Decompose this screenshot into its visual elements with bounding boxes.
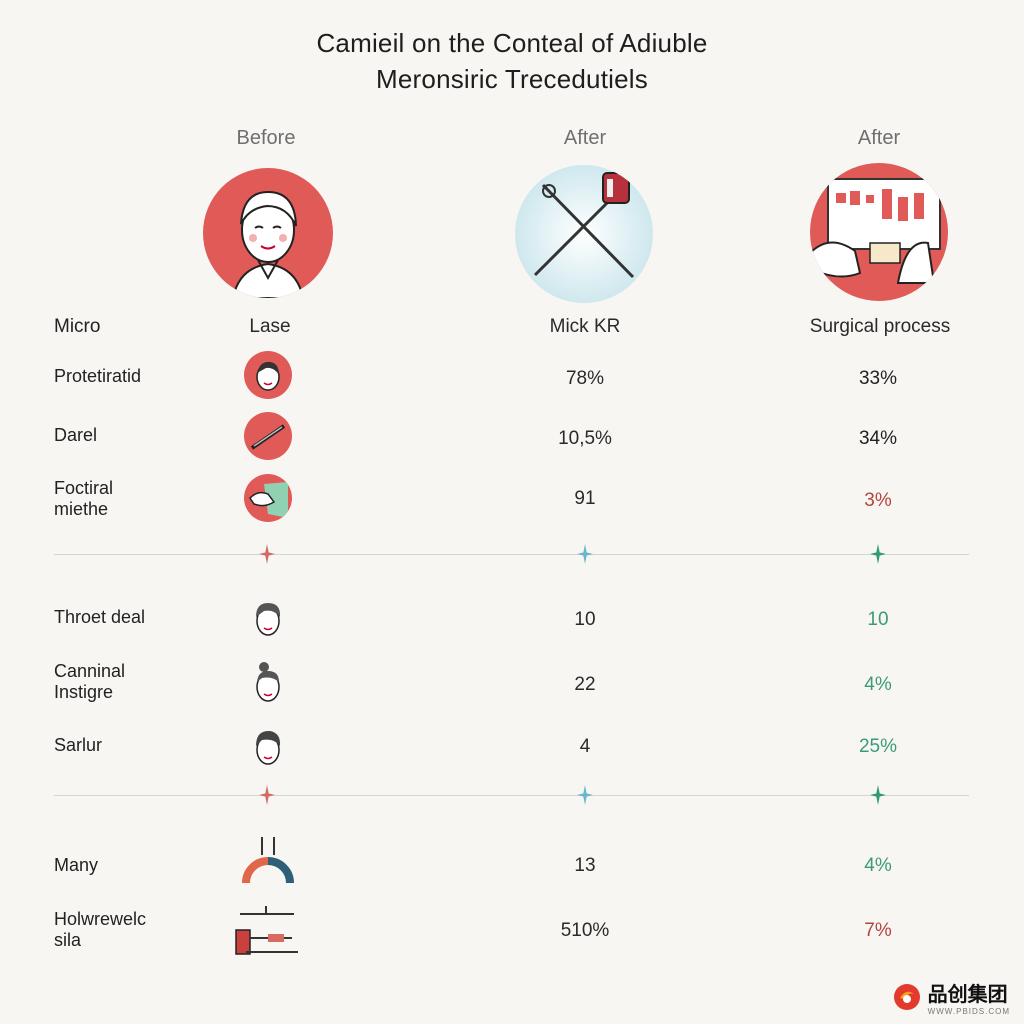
laser-pen-icon: [244, 412, 292, 460]
surgical-tools-icon: [232, 904, 304, 960]
arc-tool-icon: [242, 835, 294, 887]
divider-star-icon: [870, 785, 886, 805]
divider-star-icon: [870, 544, 886, 564]
cell-value-col3: 33%: [858, 368, 898, 389]
cell-value-col2: 4: [579, 736, 591, 757]
divider-star-icon: [577, 785, 593, 805]
cell-value-col3: 4%: [864, 674, 892, 695]
column-sublabel-surgical: Surgical process: [809, 316, 951, 337]
cell-value-col3: 3%: [864, 490, 892, 511]
hand-tool-icon: [244, 474, 292, 522]
cell-value-col3: 7%: [864, 920, 892, 941]
divider-star-icon: [259, 544, 275, 564]
divider-star-icon: [577, 544, 593, 564]
watermark-url: WWW.PBIDS.COM: [927, 1007, 1010, 1016]
title-line-1: Camieil on the Conteal of Adiuble: [316, 28, 708, 58]
watermark-text: 品创集团: [927, 984, 1008, 1006]
cell-value-col2: 10: [574, 609, 596, 630]
row-label: Holwrewelc sila: [54, 909, 147, 950]
woman-portrait-icon: [203, 168, 333, 298]
row-label: Foctiral miethe: [54, 478, 114, 519]
column-sublabel-mick: Mick KR: [549, 316, 621, 337]
column-sublabel-lase: Lase: [249, 316, 291, 337]
watermark-logo: 品创集团 WWW.PBIDS.COM: [892, 978, 1010, 1016]
column-header-after-1: After: [563, 127, 607, 149]
row-label: Sarlur: [54, 735, 103, 755]
row-label: Canninal Instigre: [54, 661, 126, 702]
section-divider: [54, 554, 969, 555]
column-header-after-2: After: [857, 127, 901, 149]
row-label: Many: [54, 855, 99, 875]
man-face-icon: [244, 724, 292, 772]
woman-face-icon: [244, 351, 292, 399]
cell-value-col3: 25%: [858, 736, 898, 757]
row-label: Throet deal: [54, 607, 146, 627]
cell-value-col2: 13: [574, 855, 596, 876]
row-label: Darel: [54, 425, 98, 445]
woman-bun-face-icon: [244, 660, 292, 708]
divider-star-icon: [259, 785, 275, 805]
cell-value-col3: 34%: [858, 428, 898, 449]
cell-value-col2: 91: [574, 488, 596, 509]
cell-value-col2: 10,5%: [558, 428, 612, 449]
section-divider: [54, 795, 969, 796]
cell-value-col2: 22: [574, 674, 596, 695]
cell-value-col2: 78%: [565, 368, 605, 389]
cell-value-col3: 4%: [864, 855, 892, 876]
title-line-2: Meronsiric Trecedutiels: [376, 64, 648, 94]
row-label: Protetiratid: [54, 366, 142, 386]
cell-value-col3: 10: [867, 609, 889, 630]
man-face-icon: [244, 595, 292, 643]
cell-value-col2: 510%: [560, 920, 610, 941]
brand-swirl-icon: [893, 984, 920, 1010]
crossed-instruments-icon: [515, 165, 653, 303]
surgical-process-icon: [810, 163, 948, 301]
row-header-micro: Micro: [54, 316, 101, 337]
column-header-before: Before: [236, 127, 296, 149]
